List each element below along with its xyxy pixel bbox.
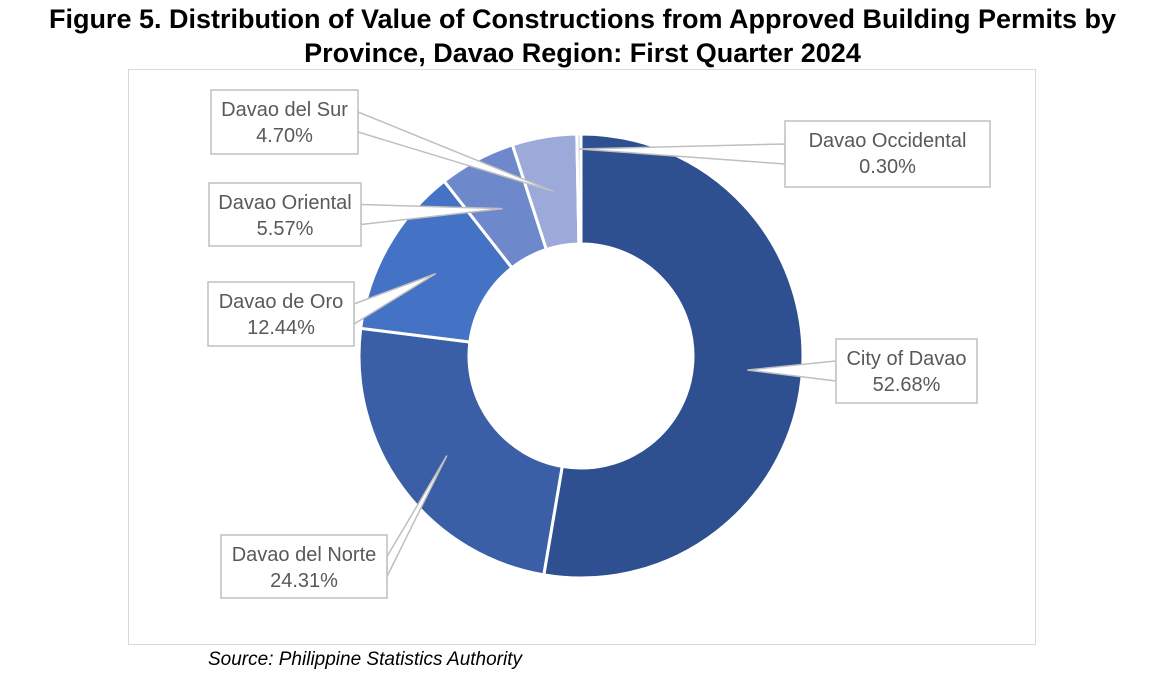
callout-davao-de-oro: Davao de Oro 12.44% (207, 272, 437, 347)
data-label-name: Davao del Norte (232, 544, 377, 566)
chart-title-line-1: Figure 5. Distribution of Value of Const… (48, 4, 1117, 34)
data-label-value: 0.30% (859, 156, 916, 178)
data-label-name: Davao Occidental (809, 130, 967, 152)
data-label-value: 12.44% (247, 317, 315, 339)
callout-davao-del-norte: Davao del Norte 24.31% (220, 455, 448, 599)
data-label-value: 24.31% (270, 570, 338, 592)
chart-area (128, 69, 1036, 645)
source-note: Source: Philippine Statistics Authority (208, 649, 523, 670)
data-label-value: 5.57% (257, 218, 314, 240)
data-label-name: Davao Oriental (218, 192, 351, 214)
data-label-name: Davao del Sur (221, 99, 348, 121)
slice-davao-del-norte (357, 326, 564, 577)
data-label-name: Davao de Oro (219, 291, 344, 313)
callout-city-of-davao: City of Davao 52.68% (747, 338, 978, 404)
callout-box (220, 534, 388, 599)
callout-box (210, 89, 359, 155)
chart-title-line-2: Province, Davao Region: First Quarter 20… (304, 38, 861, 68)
callout-box (208, 182, 362, 247)
callout-davao-oriental: Davao Oriental 5.57% (208, 182, 503, 247)
slice-davao-occidental (575, 132, 583, 246)
callout-box (835, 338, 978, 404)
data-label-name: City of Davao (846, 348, 966, 370)
slice-city-of-davao (542, 132, 805, 580)
data-label-value: 4.70% (256, 125, 313, 147)
callout-box (207, 281, 355, 347)
callout-davao-occidental: Davao Occidental 0.30% (578, 120, 991, 188)
callout-box (784, 120, 991, 188)
chart-title: Figure 5. Distribution of Value of Const… (0, 2, 1165, 70)
data-label-value: 52.68% (873, 374, 941, 396)
callout-davao-del-sur: Davao del Sur 4.70% (210, 89, 554, 193)
